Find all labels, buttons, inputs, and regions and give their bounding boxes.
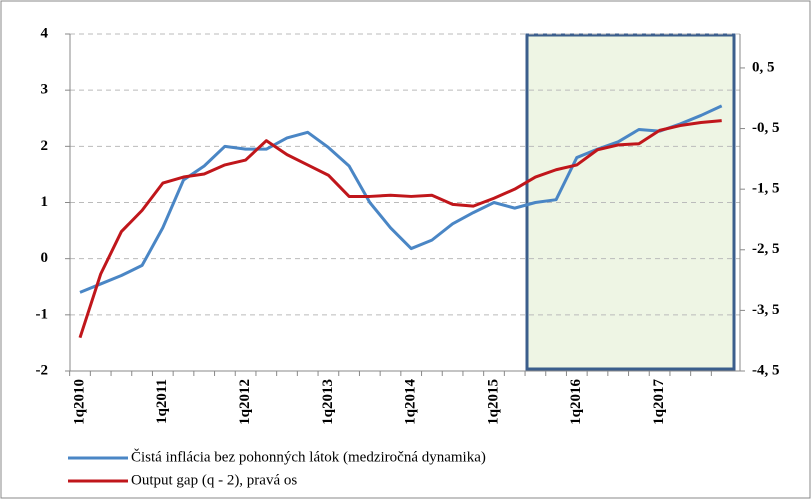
y-tick-label: 3: [41, 82, 49, 98]
y2-tick-label: -3, 5: [752, 302, 780, 318]
x-tick-label: 1q2016: [568, 379, 584, 425]
y2-tick-label: -0, 5: [752, 120, 780, 136]
y2-tick-label: -2, 5: [752, 241, 780, 257]
y-tick-label: -1: [36, 306, 49, 322]
y2-tick-label: 0, 5: [752, 59, 775, 75]
legend-label: Output gap (q - 2), pravá os: [131, 472, 297, 488]
x-tick-label: 1q2014: [403, 379, 419, 425]
y2-tick-label: -4, 5: [752, 362, 780, 378]
y-tick-label: 4: [41, 25, 49, 41]
x-tick-label: 1q2012: [237, 379, 253, 425]
x-tick-label: 1q2015: [485, 379, 501, 425]
series-line: [78, 119, 722, 339]
y-tick-label: -2: [36, 362, 49, 378]
x-tick-label: 1q2013: [320, 379, 336, 425]
y-tick-label: 0: [41, 250, 49, 266]
x-tick-label: 1q2011: [154, 379, 170, 424]
x-tick-label: 1q2017: [651, 379, 667, 425]
y-tick-label: 1: [41, 194, 49, 210]
y-tick-label: 2: [41, 138, 49, 154]
y2-tick-label: -1, 5: [752, 181, 780, 197]
legend-label: Čistá inflácia bez pohonných látok (medz…: [131, 448, 486, 465]
x-tick-label: 1q2010: [71, 379, 87, 425]
